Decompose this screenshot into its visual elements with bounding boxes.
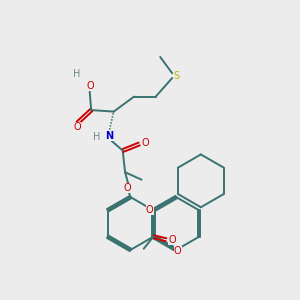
Text: O: O	[146, 205, 154, 215]
Text: S: S	[173, 70, 179, 81]
Text: O: O	[124, 183, 131, 193]
Text: N: N	[105, 131, 113, 141]
Text: H: H	[74, 69, 81, 79]
Text: O: O	[141, 138, 149, 148]
Text: O: O	[73, 122, 81, 132]
Text: O: O	[168, 235, 176, 245]
Text: O: O	[174, 246, 182, 256]
Text: H: H	[93, 132, 100, 142]
Text: O: O	[86, 81, 94, 91]
